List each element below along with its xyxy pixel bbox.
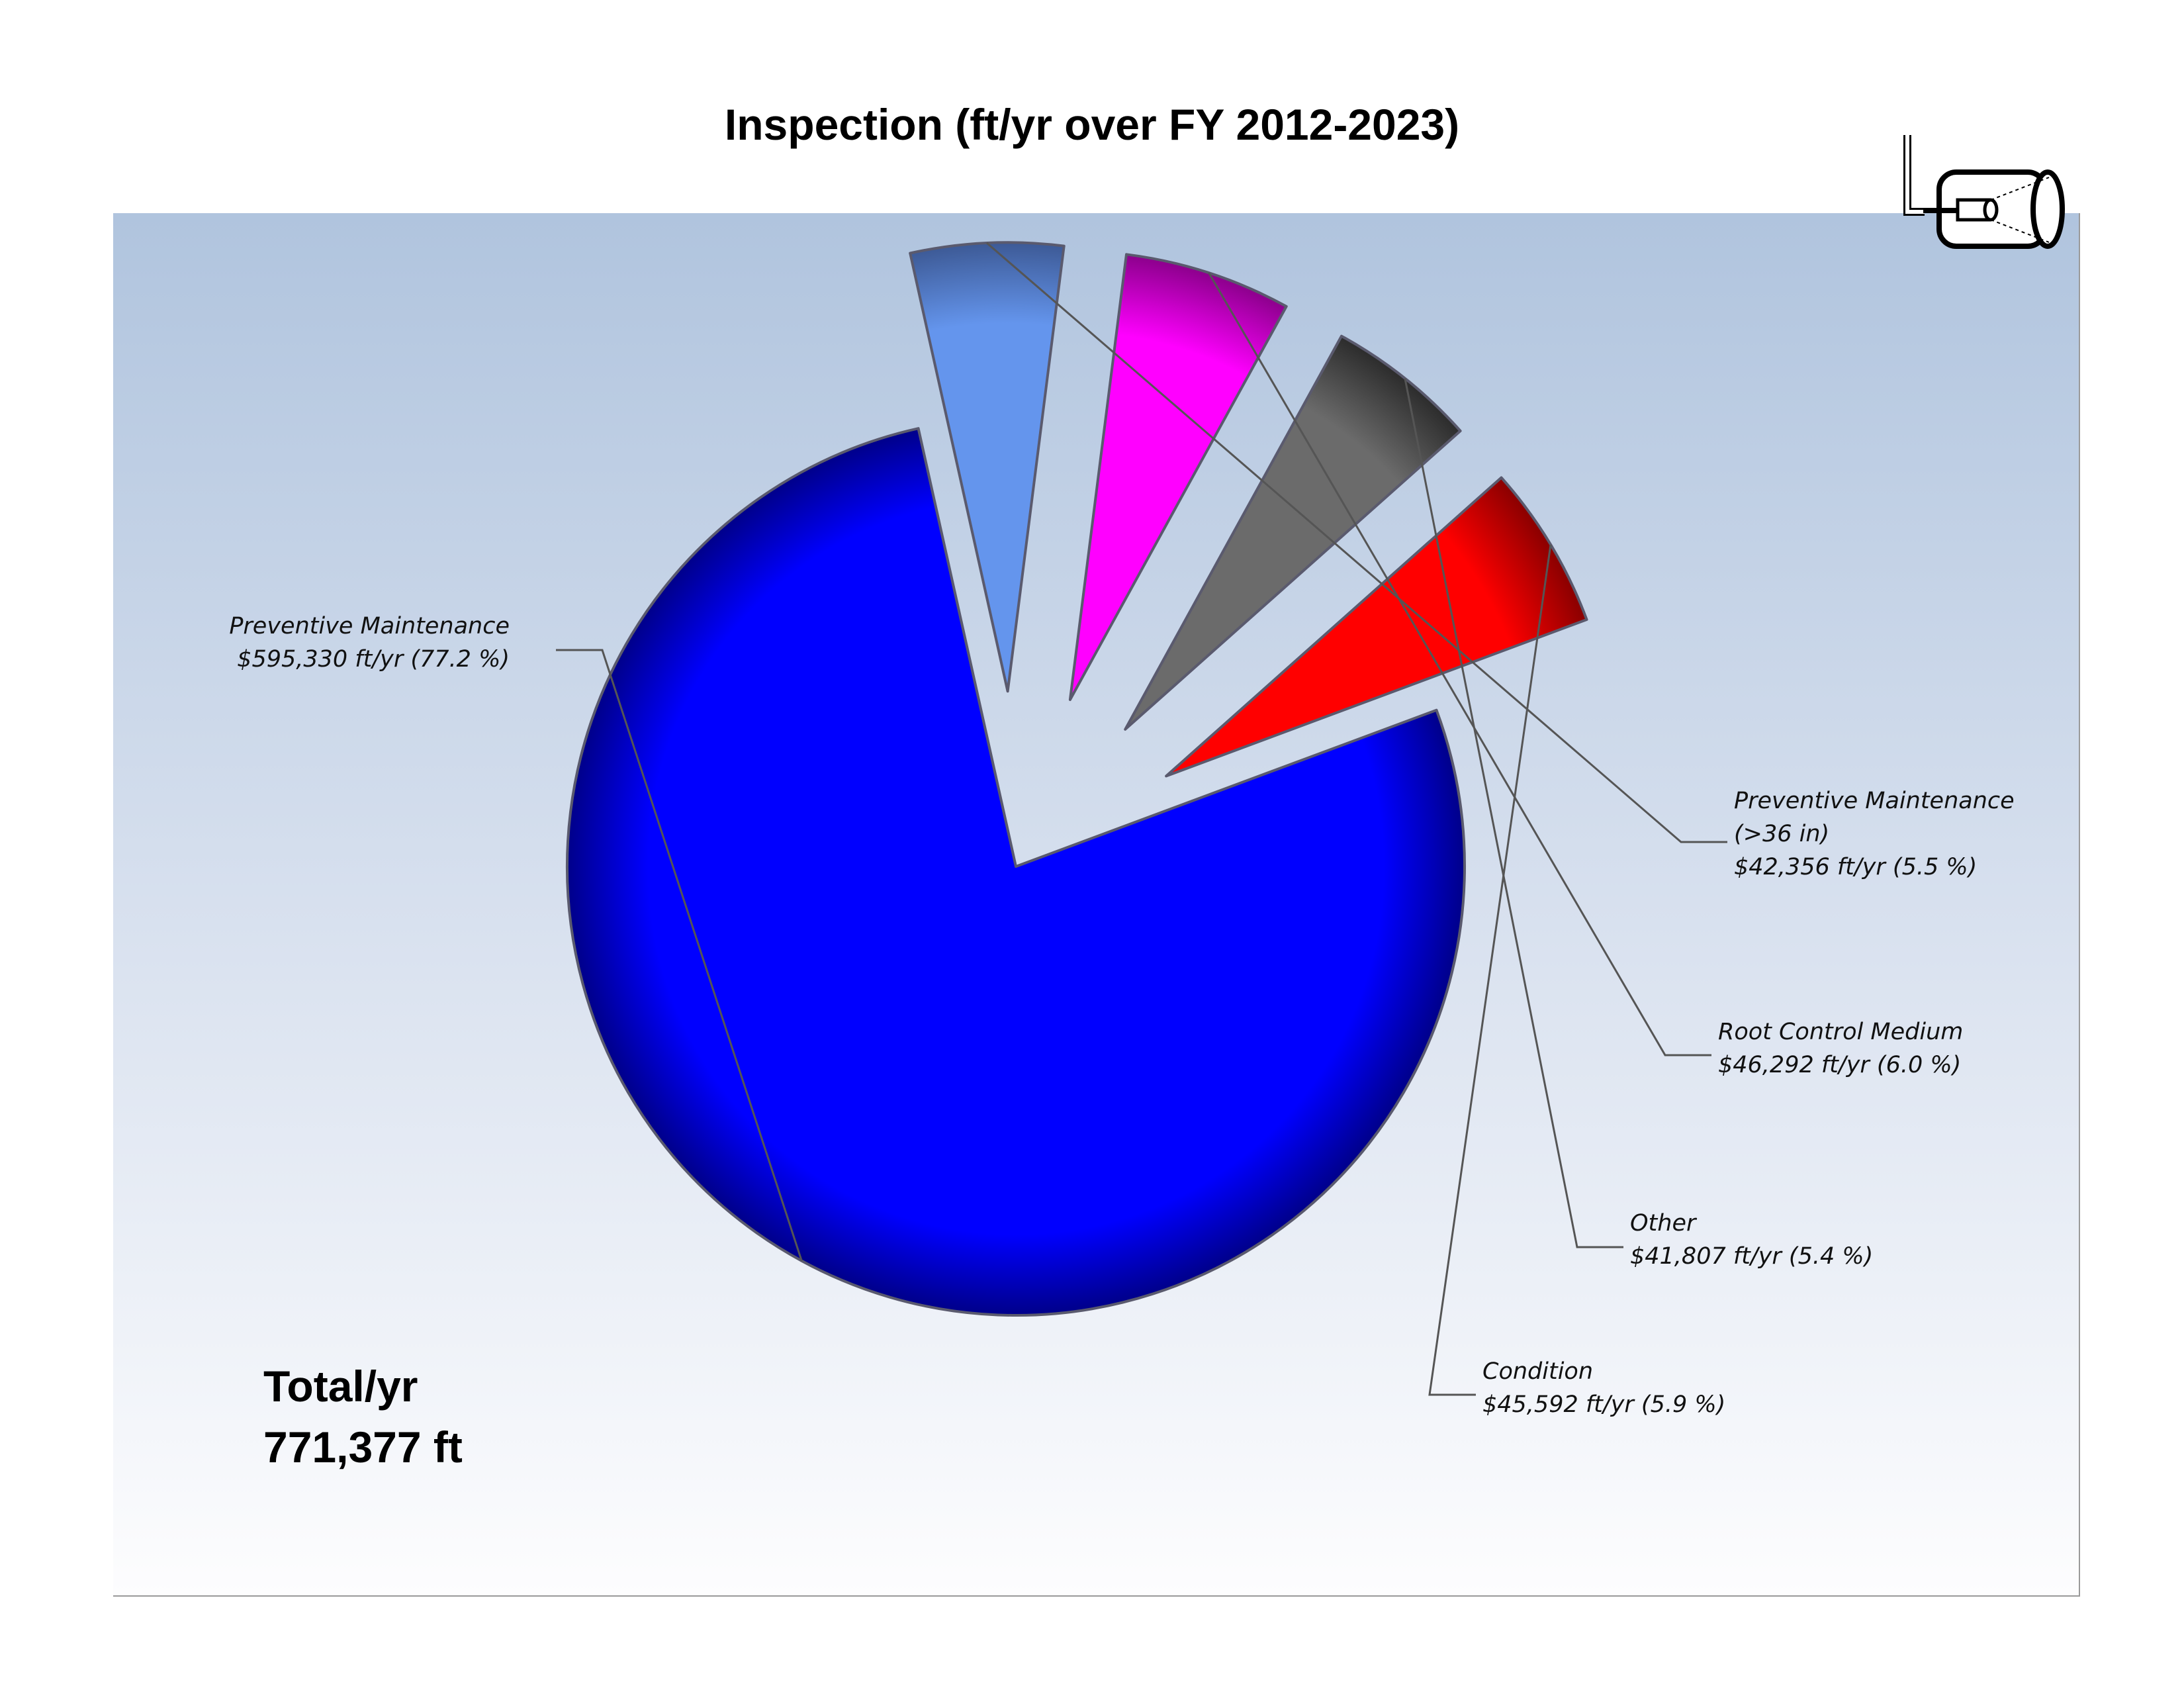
slice-label: Preventive Maintenance $595,330 ft/yr (77… xyxy=(229,613,510,673)
leader-line xyxy=(1404,378,1623,1248)
chart-title: Inspection (ft/yr over FY 2012-2023) xyxy=(724,100,1460,149)
leader-line xyxy=(986,242,1727,843)
total-value: 771,377 ft xyxy=(263,1423,463,1472)
total-caption: Total/yr xyxy=(263,1362,418,1411)
slice-label: Condition $45,592 ft/yr (5.9 %) xyxy=(1482,1358,1725,1418)
slice-label: Other $41,807 ft/yr (5.4 %) xyxy=(1630,1210,1873,1270)
total-label: Total/yr 771,377 ft xyxy=(263,1356,463,1477)
leader-line xyxy=(556,649,803,1262)
pie-slice-condition xyxy=(1165,476,1588,778)
slice-label: Preventive Maintenance (>36 in) $42,356 ft… xyxy=(1734,788,2015,880)
leader-line xyxy=(1208,272,1711,1056)
pipe-inspection-camera-icon xyxy=(1903,135,2065,249)
slice-label: Root Control Medium $46,292 ft/yr (6.0 %) xyxy=(1718,1019,1963,1078)
leader-line xyxy=(1428,544,1552,1396)
